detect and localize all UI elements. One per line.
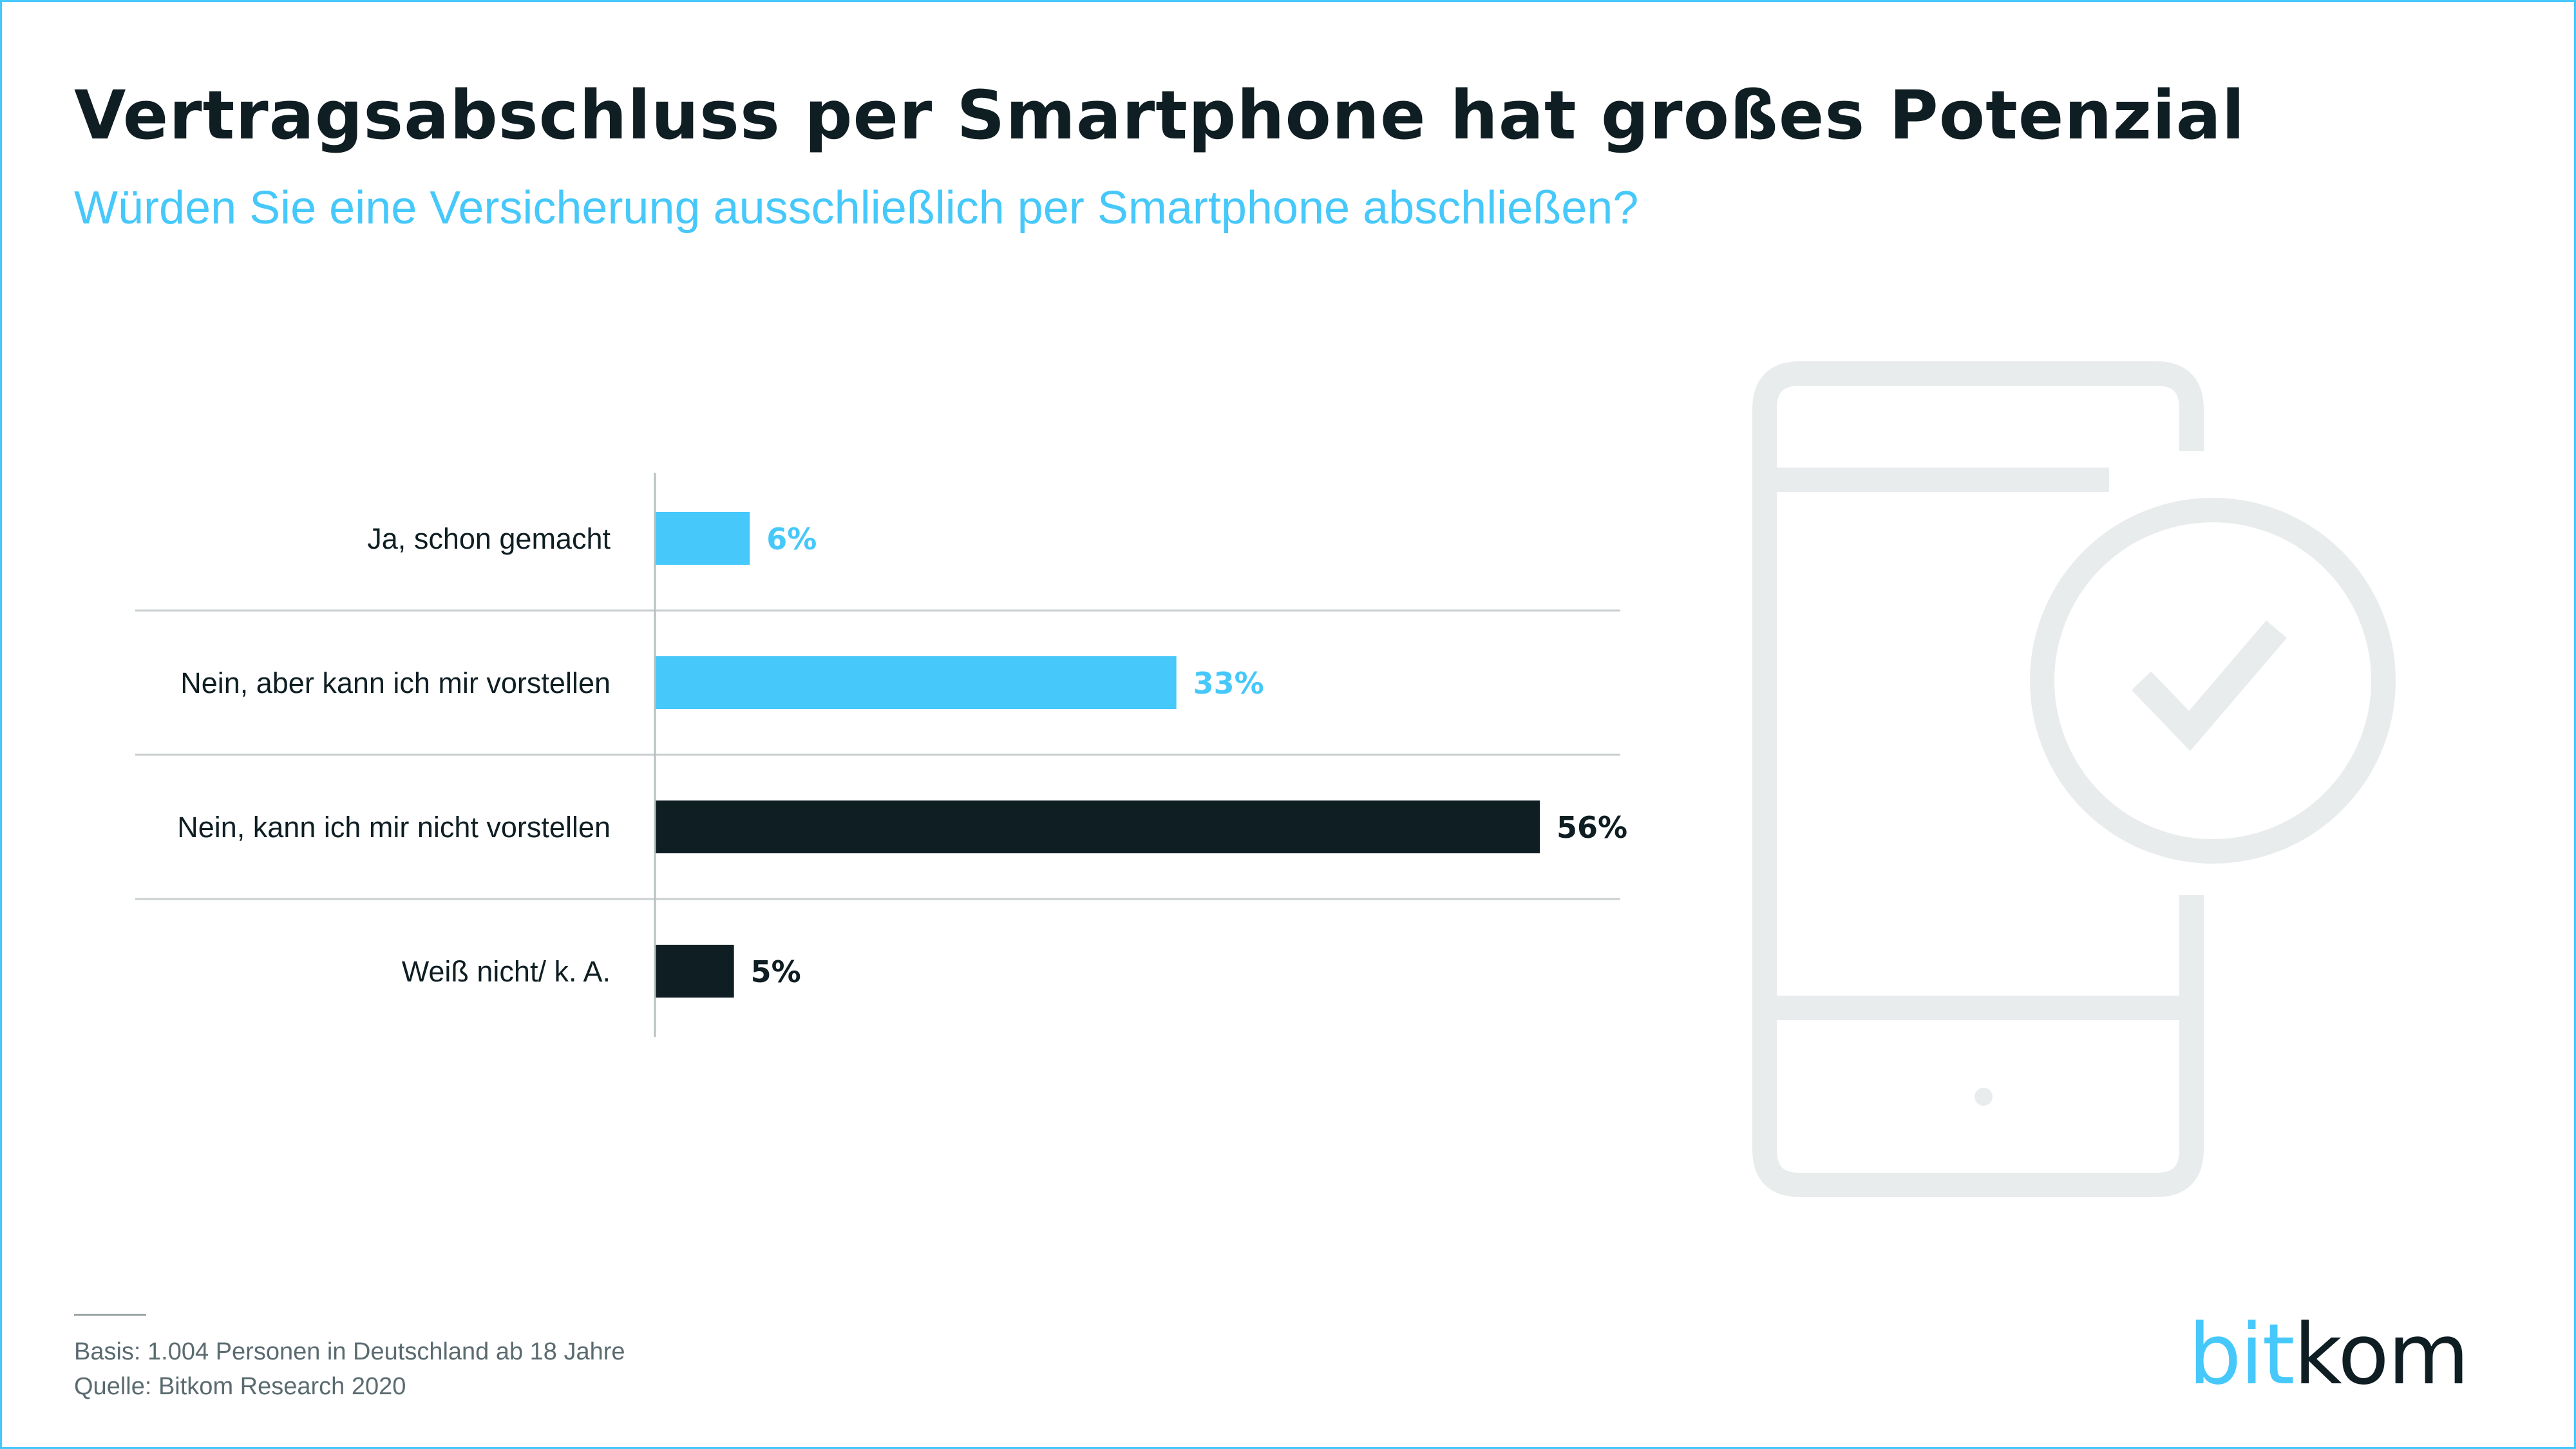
bar-3 <box>655 800 1540 853</box>
bar-2 <box>655 656 1177 709</box>
smartphone-check-icon <box>1752 361 2396 1197</box>
value-label-2: 33% <box>1193 666 1264 701</box>
category-label-3: Nein, kann ich mir nicht vorstellen <box>177 811 611 844</box>
value-label-3: 56% <box>1557 810 1627 845</box>
logo-part-bit: bit <box>2188 1305 2295 1403</box>
bitkom-logo: bitkom <box>2188 1312 2469 1396</box>
value-label-1: 6% <box>766 522 817 556</box>
category-label-2: Nein, aber kann ich mir vorstellen <box>180 667 611 699</box>
chart-subtitle: Würden Sie eine Versicherung ausschließl… <box>74 182 1639 234</box>
category-label-1: Ja, schon gemacht <box>367 522 611 555</box>
footer-rule <box>74 1314 146 1316</box>
source-note: Quelle: Bitkom Research 2020 <box>74 1373 406 1400</box>
footer-notes: Basis: 1.004 Personen in Deutschland ab … <box>74 1334 625 1404</box>
bar-4 <box>655 945 734 998</box>
category-label-4: Weiß nicht/ k. A. <box>402 955 611 988</box>
value-label-4: 5% <box>751 954 801 989</box>
chart-title: Vertragsabschluss per Smartphone hat gro… <box>74 76 2246 155</box>
basis-note: Basis: 1.004 Personen in Deutschland ab … <box>74 1338 625 1365</box>
logo-part-kom: kom <box>2293 1305 2470 1403</box>
bar-1 <box>655 512 750 565</box>
